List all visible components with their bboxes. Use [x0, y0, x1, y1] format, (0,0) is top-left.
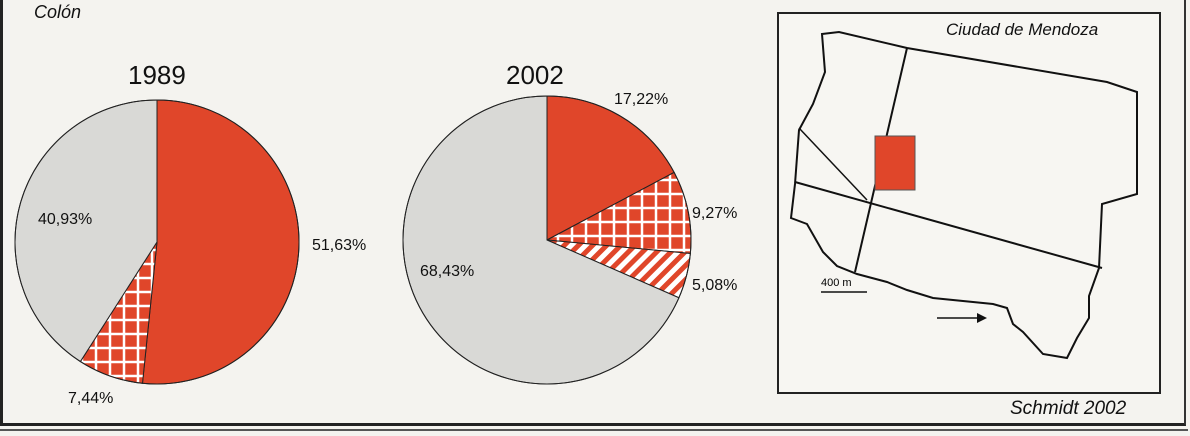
pie-1989-label-0: 51,63% [312, 237, 366, 254]
pie-2002-label-2: 5,08% [692, 277, 737, 294]
city-map: 400 m [789, 30, 1138, 360]
map-title: Ciudad de Mendoza [946, 20, 1099, 39]
street-ew-2 [798, 127, 868, 201]
pie-1989-slice-0 [141, 99, 300, 385]
source-credit: Schmidt 2002 [1010, 398, 1127, 419]
pie-2002-label-0: 17,22% [614, 91, 668, 108]
pie-title-2002: 2002 [506, 60, 564, 90]
pie-1989-outline [14, 99, 300, 385]
bottom-rule [0, 429, 1188, 431]
place-label: Colón [34, 2, 82, 22]
scale-label: 400 m [821, 277, 852, 289]
pie-2002-label-3: 68,43% [420, 263, 474, 280]
map-frame [777, 12, 1161, 394]
street-ew-1 [794, 181, 1103, 269]
arrow-head-icon [977, 313, 987, 323]
figure-frame [0, 0, 1186, 426]
pie-2002-label-1: 9,27% [692, 205, 737, 222]
pie-charts: 51,63% 7,44% 40,93% 17,22% 9,27% 5,08% 68,43% [14, 91, 737, 407]
pie-1989-label-3: 40,93% [38, 211, 92, 228]
pie-1989-label-1: 7,44% [68, 390, 113, 407]
pie-title-1989: 1989 [128, 60, 186, 90]
study-area [874, 135, 916, 191]
pie-2002-outline [402, 95, 692, 385]
city-outline [789, 30, 1138, 360]
